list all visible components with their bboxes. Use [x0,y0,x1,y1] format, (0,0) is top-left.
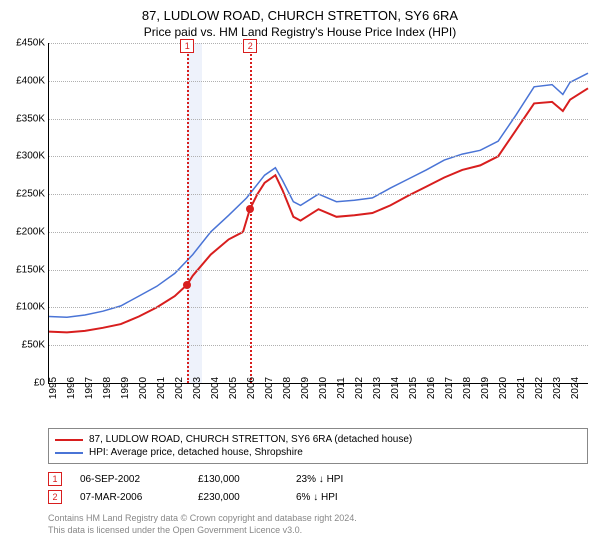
legend-row-property: 87, LUDLOW ROAD, CHURCH STRETTON, SY6 6R… [55,433,581,446]
marker-badge-1: 1 [48,472,62,486]
txn-date: 06-SEP-2002 [80,474,180,485]
y-axis-label: £100K [16,302,45,313]
txn-pct: 6% ↓ HPI [296,492,376,503]
chart-plot-area: £0£50K£100K£150K£200K£250K£300K£350K£400… [48,43,588,384]
chart-title: 87, LUDLOW ROAD, CHURCH STRETTON, SY6 6R… [0,0,600,23]
y-axis-label: £450K [16,38,45,49]
x-axis-label: 2016 [426,377,437,399]
y-axis-label: £250K [16,189,45,200]
legend-swatch-hpi [55,452,83,454]
legend-swatch-property [55,439,83,441]
y-axis-label: £150K [16,264,45,275]
txn-pct: 23% ↓ HPI [296,474,376,485]
txn-date: 07-MAR-2006 [80,492,180,503]
chart-marker-badge: 2 [243,39,257,53]
x-axis-label: 2011 [336,377,347,399]
y-axis-label: £0 [34,378,45,389]
x-axis-label: 2024 [570,377,581,399]
x-axis-label: 2004 [210,377,221,399]
x-axis-label: 2020 [498,377,509,399]
x-axis-label: 2017 [444,377,455,399]
x-axis-label: 2000 [138,377,149,399]
y-axis-label: £300K [16,151,45,162]
x-axis-label: 1995 [48,377,59,399]
x-axis-labels: 1995199619971998199920002001200220032004… [48,384,588,420]
legend-box: 87, LUDLOW ROAD, CHURCH STRETTON, SY6 6R… [48,428,588,464]
x-axis-label: 2018 [462,377,473,399]
x-axis-label: 1998 [102,377,113,399]
x-axis-label: 2012 [354,377,365,399]
footer-line-2: This data is licensed under the Open Gov… [48,524,588,536]
series-hpi [49,73,588,317]
table-row: 2 07-MAR-2006 £230,000 6% ↓ HPI [48,488,588,506]
y-axis-label: £200K [16,226,45,237]
series-property [49,88,588,332]
table-row: 1 06-SEP-2002 £130,000 23% ↓ HPI [48,470,588,488]
y-axis-label: £350K [16,113,45,124]
x-axis-label: 2023 [552,377,563,399]
x-axis-label: 2008 [282,377,293,399]
x-axis-label: 2003 [192,377,203,399]
x-axis-label: 2007 [264,377,275,399]
chart-subtitle: Price paid vs. HM Land Registry's House … [0,23,600,43]
x-axis-label: 1997 [84,377,95,399]
chart-marker-badge: 1 [180,39,194,53]
x-axis-label: 2002 [174,377,185,399]
x-axis-label: 2010 [318,377,329,399]
x-axis-label: 2013 [372,377,383,399]
x-axis-label: 2021 [516,377,527,399]
marker-badge-2: 2 [48,490,62,504]
chart-svg [49,43,588,383]
x-axis-label: 1996 [66,377,77,399]
x-axis-label: 1999 [120,377,131,399]
x-axis-label: 2015 [408,377,419,399]
legend-label-hpi: HPI: Average price, detached house, Shro… [89,447,303,458]
footer-line-1: Contains HM Land Registry data © Crown c… [48,512,588,524]
footer-attribution: Contains HM Land Registry data © Crown c… [48,512,588,536]
x-axis-label: 2019 [480,377,491,399]
y-axis-label: £50K [22,340,45,351]
legend-label-property: 87, LUDLOW ROAD, CHURCH STRETTON, SY6 6R… [89,434,412,445]
x-axis-label: 2005 [228,377,239,399]
txn-price: £230,000 [198,492,278,503]
x-axis-label: 2014 [390,377,401,399]
x-axis-label: 2006 [246,377,257,399]
legend-row-hpi: HPI: Average price, detached house, Shro… [55,446,581,459]
x-axis-label: 2009 [300,377,311,399]
x-axis-label: 2022 [534,377,545,399]
chart-container: 87, LUDLOW ROAD, CHURCH STRETTON, SY6 6R… [0,0,600,560]
transactions-table: 1 06-SEP-2002 £130,000 23% ↓ HPI 2 07-MA… [48,470,588,506]
txn-price: £130,000 [198,474,278,485]
y-axis-label: £400K [16,75,45,86]
x-axis-label: 2001 [156,377,167,399]
